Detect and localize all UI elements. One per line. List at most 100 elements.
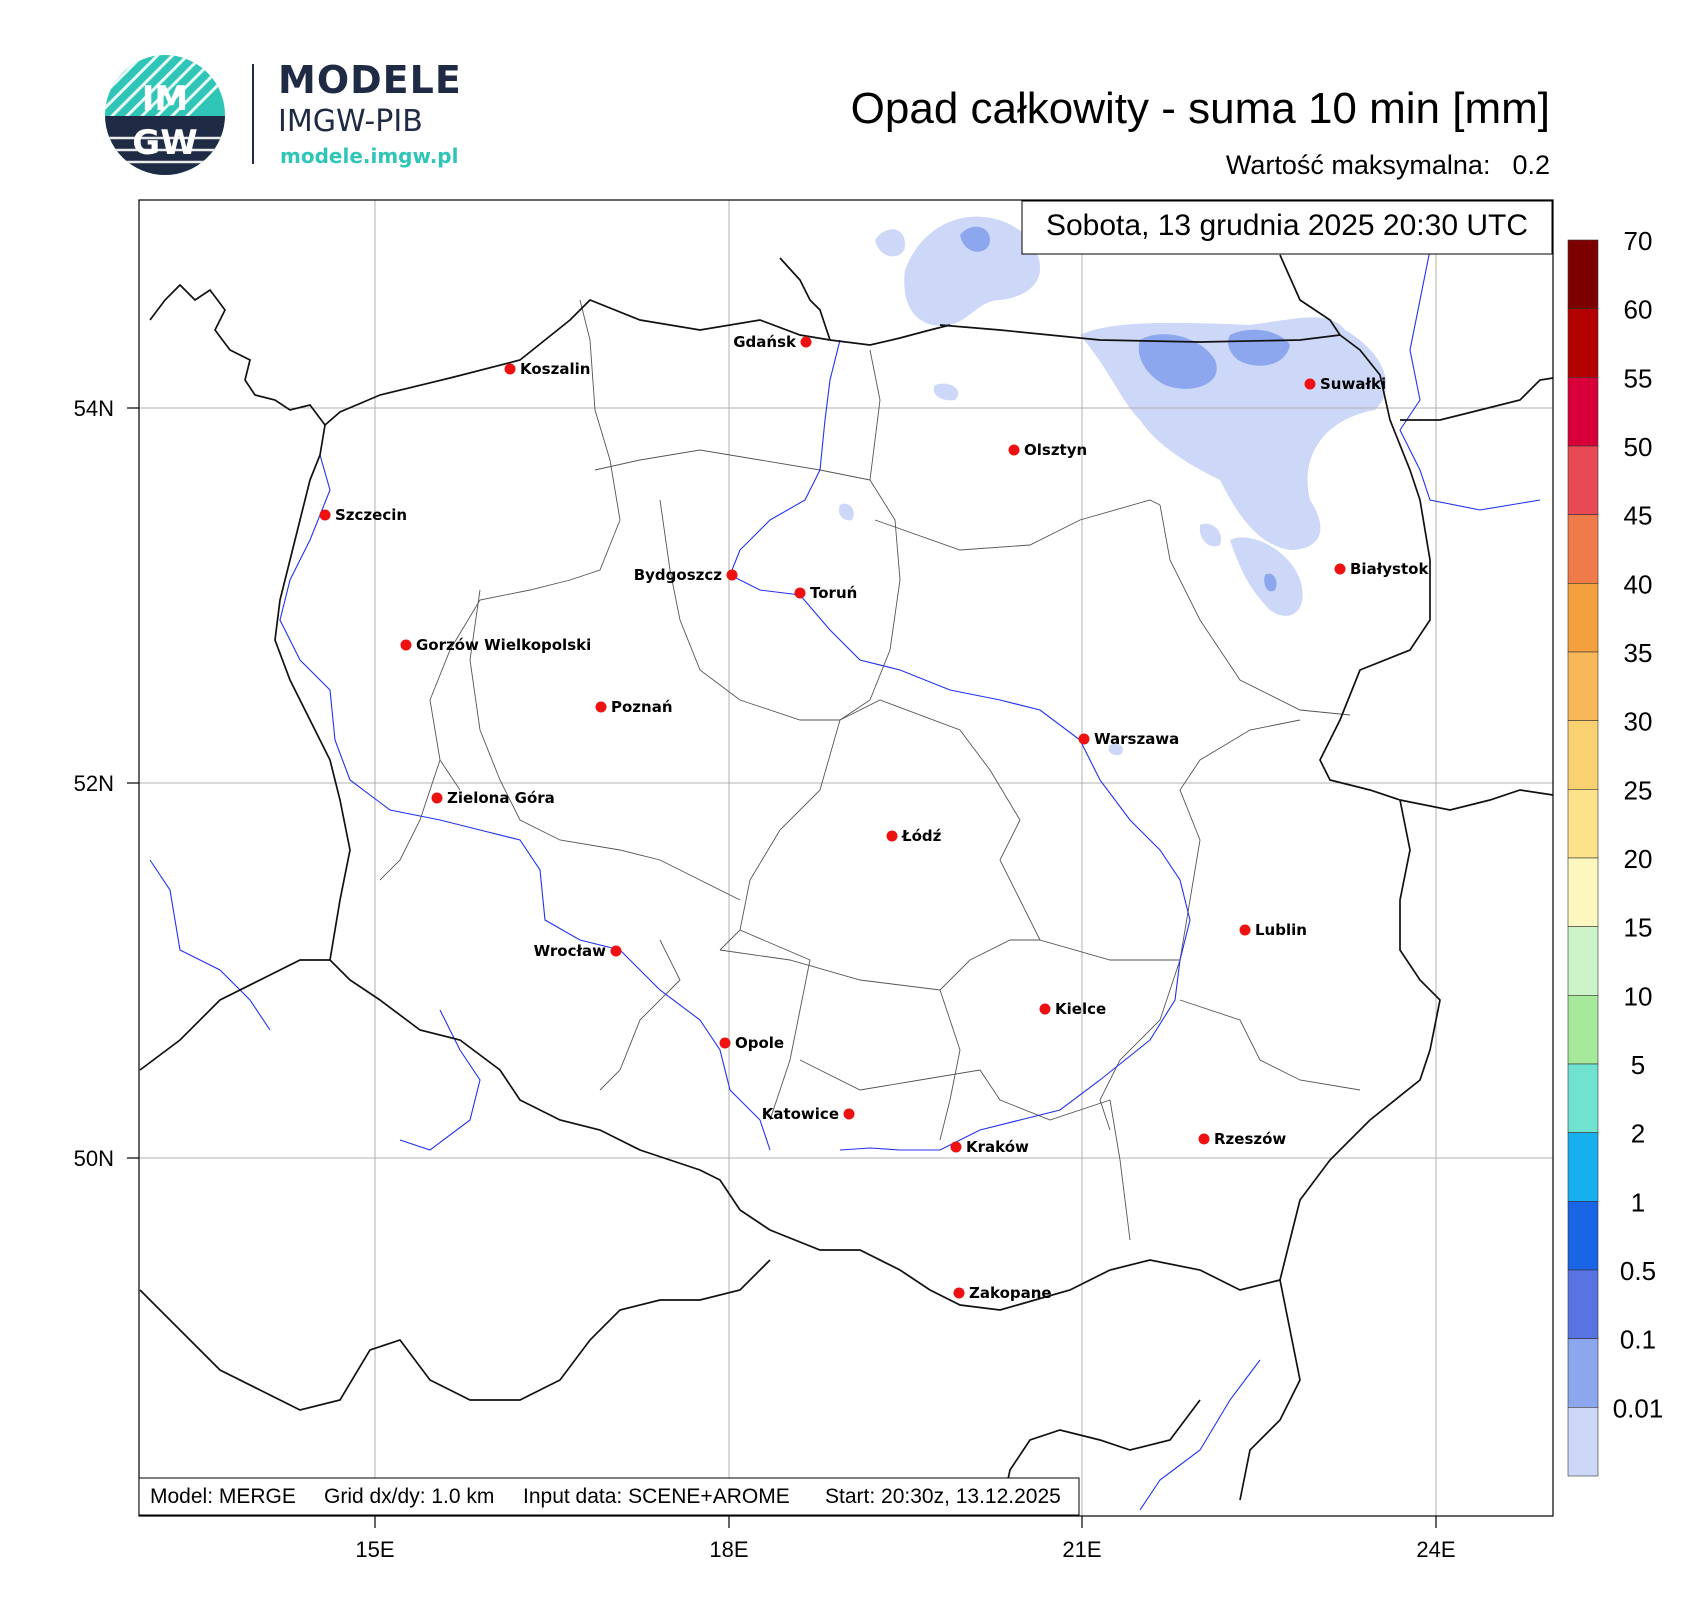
footer-input: Input data: SCENE+AROME <box>523 1485 790 1508</box>
precipitation-layer <box>838 216 1387 756</box>
precip-area-center-small <box>838 503 854 521</box>
lat-tick-50n: 50N <box>74 1146 114 1171</box>
city-marker <box>1334 563 1346 575</box>
colorbar-swatch <box>1567 857 1599 927</box>
colorbar-swatch <box>1567 445 1599 515</box>
city-marker <box>950 1141 962 1153</box>
border-czech-austria <box>139 1259 771 1411</box>
city-markers: Gdańsk Koszalin Suwałki Olsztyn Szczecin Biał… <box>319 333 1429 1302</box>
colorbar-swatch <box>1567 651 1599 721</box>
colorbar-label: 0.01 <box>1613 1393 1664 1423</box>
border-slovakia-ukraine <box>1239 1279 1301 1501</box>
precip-area-warsaw-small <box>1108 743 1123 756</box>
city-label: Toruń <box>810 584 857 602</box>
colorbar-swatch <box>1567 514 1599 584</box>
voiv-border <box>379 759 441 881</box>
colorbar-label: 10 <box>1624 981 1653 1011</box>
map-title: Opad całkowity - suma 10 min [mm] <box>850 84 1550 133</box>
lon-tick-15e: 15E <box>355 1537 394 1562</box>
colorbar-label: 25 <box>1624 775 1653 805</box>
colorbar-label: 70 <box>1624 226 1653 256</box>
colorbar-label: 0.1 <box>1620 1325 1656 1355</box>
coastline-hel <box>779 257 831 341</box>
colorbar-label: 1 <box>1631 1187 1645 1217</box>
precip-area-northeast-core1 <box>1138 334 1217 389</box>
precip-area-northeast-core2 <box>1228 329 1290 366</box>
emblem-bottom-text: GW <box>132 123 197 163</box>
city-marker <box>886 830 898 842</box>
precip-area-north-core <box>960 226 990 252</box>
voivodeship-borders <box>379 299 1361 1241</box>
colorbar-swatch <box>1567 1338 1599 1408</box>
voiv-border <box>1179 999 1361 1091</box>
max-value: 0.2 <box>1512 150 1550 180</box>
logo-url[interactable]: modele.imgw.pl <box>280 144 459 168</box>
city-marker <box>504 363 516 375</box>
precip-area-north-small <box>875 229 905 257</box>
city-label: Opole <box>735 1034 784 1052</box>
city-marker <box>1198 1133 1210 1145</box>
city-marker <box>1039 1003 1051 1015</box>
colorbar-label: 15 <box>1624 913 1653 943</box>
voiv-border <box>839 349 901 721</box>
border-belarus-ukraine <box>1399 789 1554 811</box>
lon-tick-24e: 24E <box>1416 1537 1455 1562</box>
city-label: Wrocław <box>534 942 607 960</box>
city-label: Poznań <box>611 698 673 716</box>
colorbar-swatch <box>1567 1201 1599 1271</box>
colorbar: 70 60 55 50 45 40 35 30 25 20 15 10 5 2 1 0.5 0.1 0.01 <box>1567 226 1664 1477</box>
voiv-border <box>799 1059 1111 1121</box>
colorbar-label: 60 <box>1624 295 1653 325</box>
footer-grid: Grid dx/dy: 1.0 km <box>324 1485 494 1508</box>
colorbar-label: 20 <box>1624 844 1653 874</box>
colorbar-swatch <box>1567 308 1599 378</box>
city-label: Gorzów Wielkopolski <box>416 636 591 654</box>
colorbar-swatch <box>1567 720 1599 790</box>
max-value-line: Wartość maksymalna: 0.2 <box>1226 150 1550 181</box>
colorbar-swatch <box>1567 926 1599 996</box>
city-marker <box>1304 378 1316 390</box>
voiv-border <box>429 299 621 791</box>
precip-area-east-small <box>1199 523 1221 547</box>
city-marker <box>400 639 412 651</box>
date-box <box>1021 200 1553 255</box>
voiv-border <box>1159 504 1351 716</box>
lon-tick-18e: 18E <box>709 1537 748 1562</box>
city-label: Katowice <box>762 1105 839 1123</box>
colorbar-label: 5 <box>1631 1050 1645 1080</box>
colorbar-label: 35 <box>1624 638 1653 668</box>
city-label: Warszawa <box>1094 730 1179 748</box>
city-label: Suwałki <box>1320 375 1386 393</box>
logo-divider <box>252 64 254 164</box>
rivers <box>149 249 1541 1511</box>
colorbar-label: 50 <box>1624 432 1653 462</box>
city-label: Kraków <box>966 1138 1029 1156</box>
voiv-border <box>1179 719 1301 961</box>
river-west <box>149 859 271 1031</box>
colorbar-label: 0.5 <box>1620 1256 1656 1286</box>
voiv-border <box>659 499 840 721</box>
city-marker <box>800 336 812 348</box>
border-hungary <box>999 1399 1201 1517</box>
city-label: Bydgoszcz <box>634 566 723 584</box>
city-label: Koszalin <box>520 360 590 378</box>
colorbar-label: 55 <box>1624 363 1653 393</box>
city-marker <box>794 587 806 599</box>
city-label: Olsztyn <box>1024 441 1087 459</box>
border-kaliningrad <box>939 324 1341 343</box>
date-label: Sobota, 13 grudnia 2025 20:30 UTC <box>1046 209 1528 242</box>
city-label: Białystok <box>1350 560 1429 578</box>
city-marker <box>719 1037 731 1049</box>
colorbar-swatch <box>1567 789 1599 859</box>
voiv-border <box>939 989 961 1141</box>
city-marker <box>1078 733 1090 745</box>
footer-start: Start: 20:30z, 13.12.2025 <box>825 1485 1061 1508</box>
city-marker <box>431 792 443 804</box>
imgw-emblem: IM GW <box>105 55 225 175</box>
colorbar-swatch <box>1567 1269 1599 1339</box>
river-oder <box>279 454 771 1151</box>
lat-tick-52n: 52N <box>74 771 114 796</box>
border-lithuania-belarus <box>1400 377 1554 421</box>
colorbar-swatch <box>1567 1132 1599 1202</box>
